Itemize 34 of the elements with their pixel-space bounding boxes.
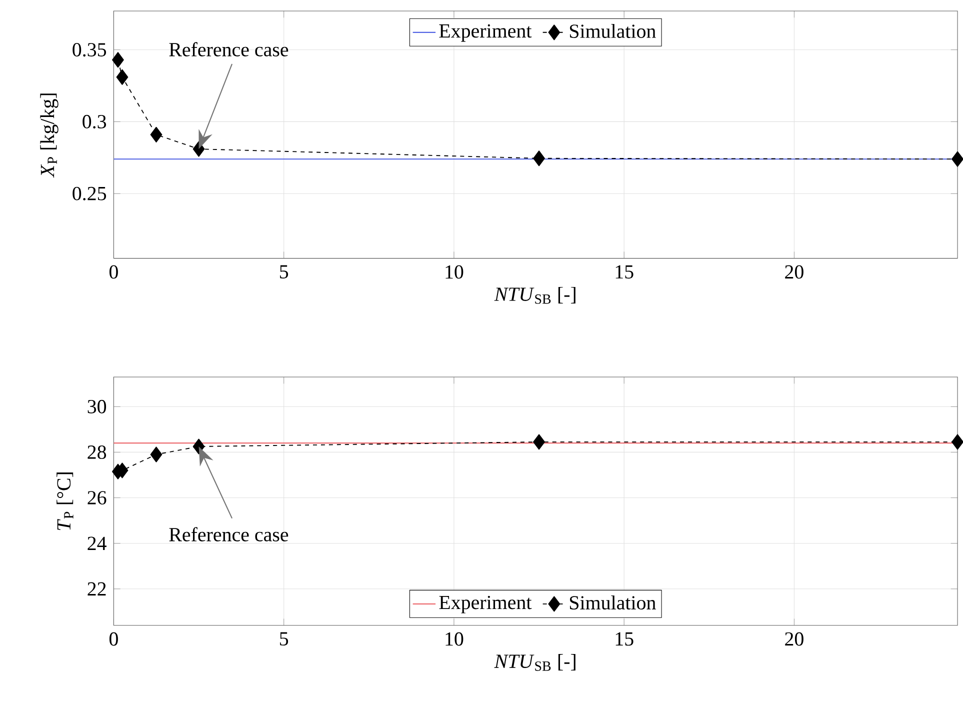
annotation: Reference case — [169, 42, 288, 56]
x-axis-title: NTU$_{SB}$ [-] — [494, 654, 576, 671]
x-tick-label: 5 — [280, 632, 288, 646]
point — [116, 69, 128, 85]
legend-label: Experiment — [439, 24, 532, 42]
point — [533, 434, 545, 450]
x-tick-label: 10 — [446, 632, 464, 646]
y-tick-label: 28 — [88, 445, 106, 459]
point — [533, 150, 545, 166]
legend-label: Simulation — [570, 24, 656, 38]
legend-label: Simulation — [570, 595, 656, 610]
point — [150, 446, 162, 462]
x-tick-label: 15 — [616, 265, 634, 279]
x-tick-label: 20 — [785, 265, 804, 279]
y-axis-title: T$_{P}$ [°C] — [56, 472, 74, 530]
y-axis-title: X$_{P}$ [kg/kg] — [40, 94, 58, 178]
x-tick-label: 20 — [785, 632, 804, 646]
legend-label: Experiment — [439, 596, 532, 614]
x-tick-label: 10 — [446, 265, 464, 279]
annotation: Reference case — [169, 527, 288, 542]
y-tick-label: 0.25 — [72, 186, 106, 200]
point — [150, 126, 162, 142]
y-tick-label: 24 — [88, 536, 106, 550]
x-axis-title: NTU$_{SB}$ [-] — [494, 286, 576, 304]
point — [112, 52, 124, 68]
x-tick-label: 0 — [109, 265, 118, 279]
y-tick-label: 0.3 — [82, 114, 106, 128]
y-tick-label: 26 — [88, 490, 106, 504]
x-tick-label: 5 — [280, 265, 288, 278]
x-tick-label: 0 — [109, 632, 118, 646]
y-tick-label: 0.35 — [72, 42, 106, 56]
y-tick-label: 30 — [88, 400, 106, 414]
y-tick-label: 22 — [88, 582, 106, 596]
x-tick-label: 15 — [616, 632, 634, 646]
